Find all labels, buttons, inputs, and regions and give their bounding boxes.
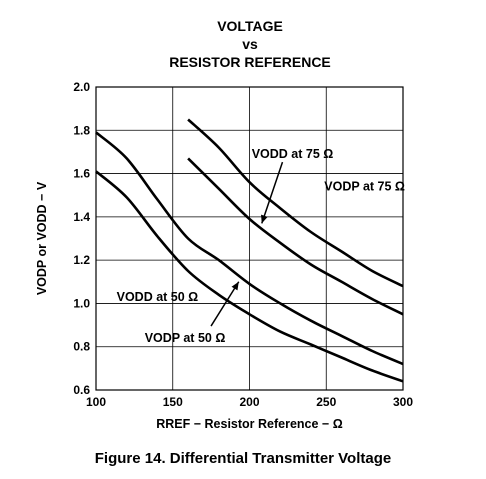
x-axis-label: RREF − Resistor Reference − Ω (156, 417, 342, 431)
x-tick-label: 250 (316, 395, 336, 409)
annotation-arrow (210, 281, 240, 327)
figure-caption: Figure 14. Differential Transmitter Volt… (94, 450, 392, 467)
x-tick-label: 200 (239, 395, 259, 409)
series-line-vodp-at-75 (187, 157, 404, 316)
annotation-label: VODD at 75 Ω (252, 147, 334, 161)
y-tick-label: 1.2 (73, 253, 90, 267)
y-tick-label: 1.4 (73, 210, 90, 224)
y-tick-label: 0.6 (73, 383, 90, 397)
annotation-arrowhead (261, 214, 268, 224)
y-tick-label: 1.0 (73, 296, 90, 310)
y-tick-label: 1.6 (73, 167, 90, 181)
annotation-label: VODP at 75 Ω (324, 180, 405, 194)
annotation-arrow (261, 161, 284, 224)
y-axis-label: VODP or VODD − V (35, 181, 49, 295)
annotation-label: VODP at 50 Ω (145, 331, 226, 345)
y-tick-label: 1.8 (73, 123, 90, 137)
annotation-arrowhead (231, 281, 239, 291)
y-tick-label: 2.0 (73, 80, 90, 94)
series-line-vodd-at-50 (95, 131, 404, 366)
series-line-vodp-at-50 (95, 170, 404, 383)
x-tick-label: 300 (393, 395, 413, 409)
chart-title-line-2: vs (242, 36, 258, 52)
chart: 100 150 200 250 300 0.6 0.8 1.0 1.2 1.4 1.6 1.8 2.0 R… (35, 80, 413, 431)
annotation-label: VODD at 50 Ω (117, 290, 199, 304)
chart-title-line-3: RESISTOR REFERENCE (169, 54, 331, 70)
x-tick-label: 100 (86, 395, 106, 409)
y-tick-label: 0.8 (73, 340, 90, 354)
series-line-vodd-at-75 (187, 118, 404, 288)
chart-title-line-1: VOLTAGE (217, 18, 283, 34)
x-tick-label: 150 (163, 395, 183, 409)
